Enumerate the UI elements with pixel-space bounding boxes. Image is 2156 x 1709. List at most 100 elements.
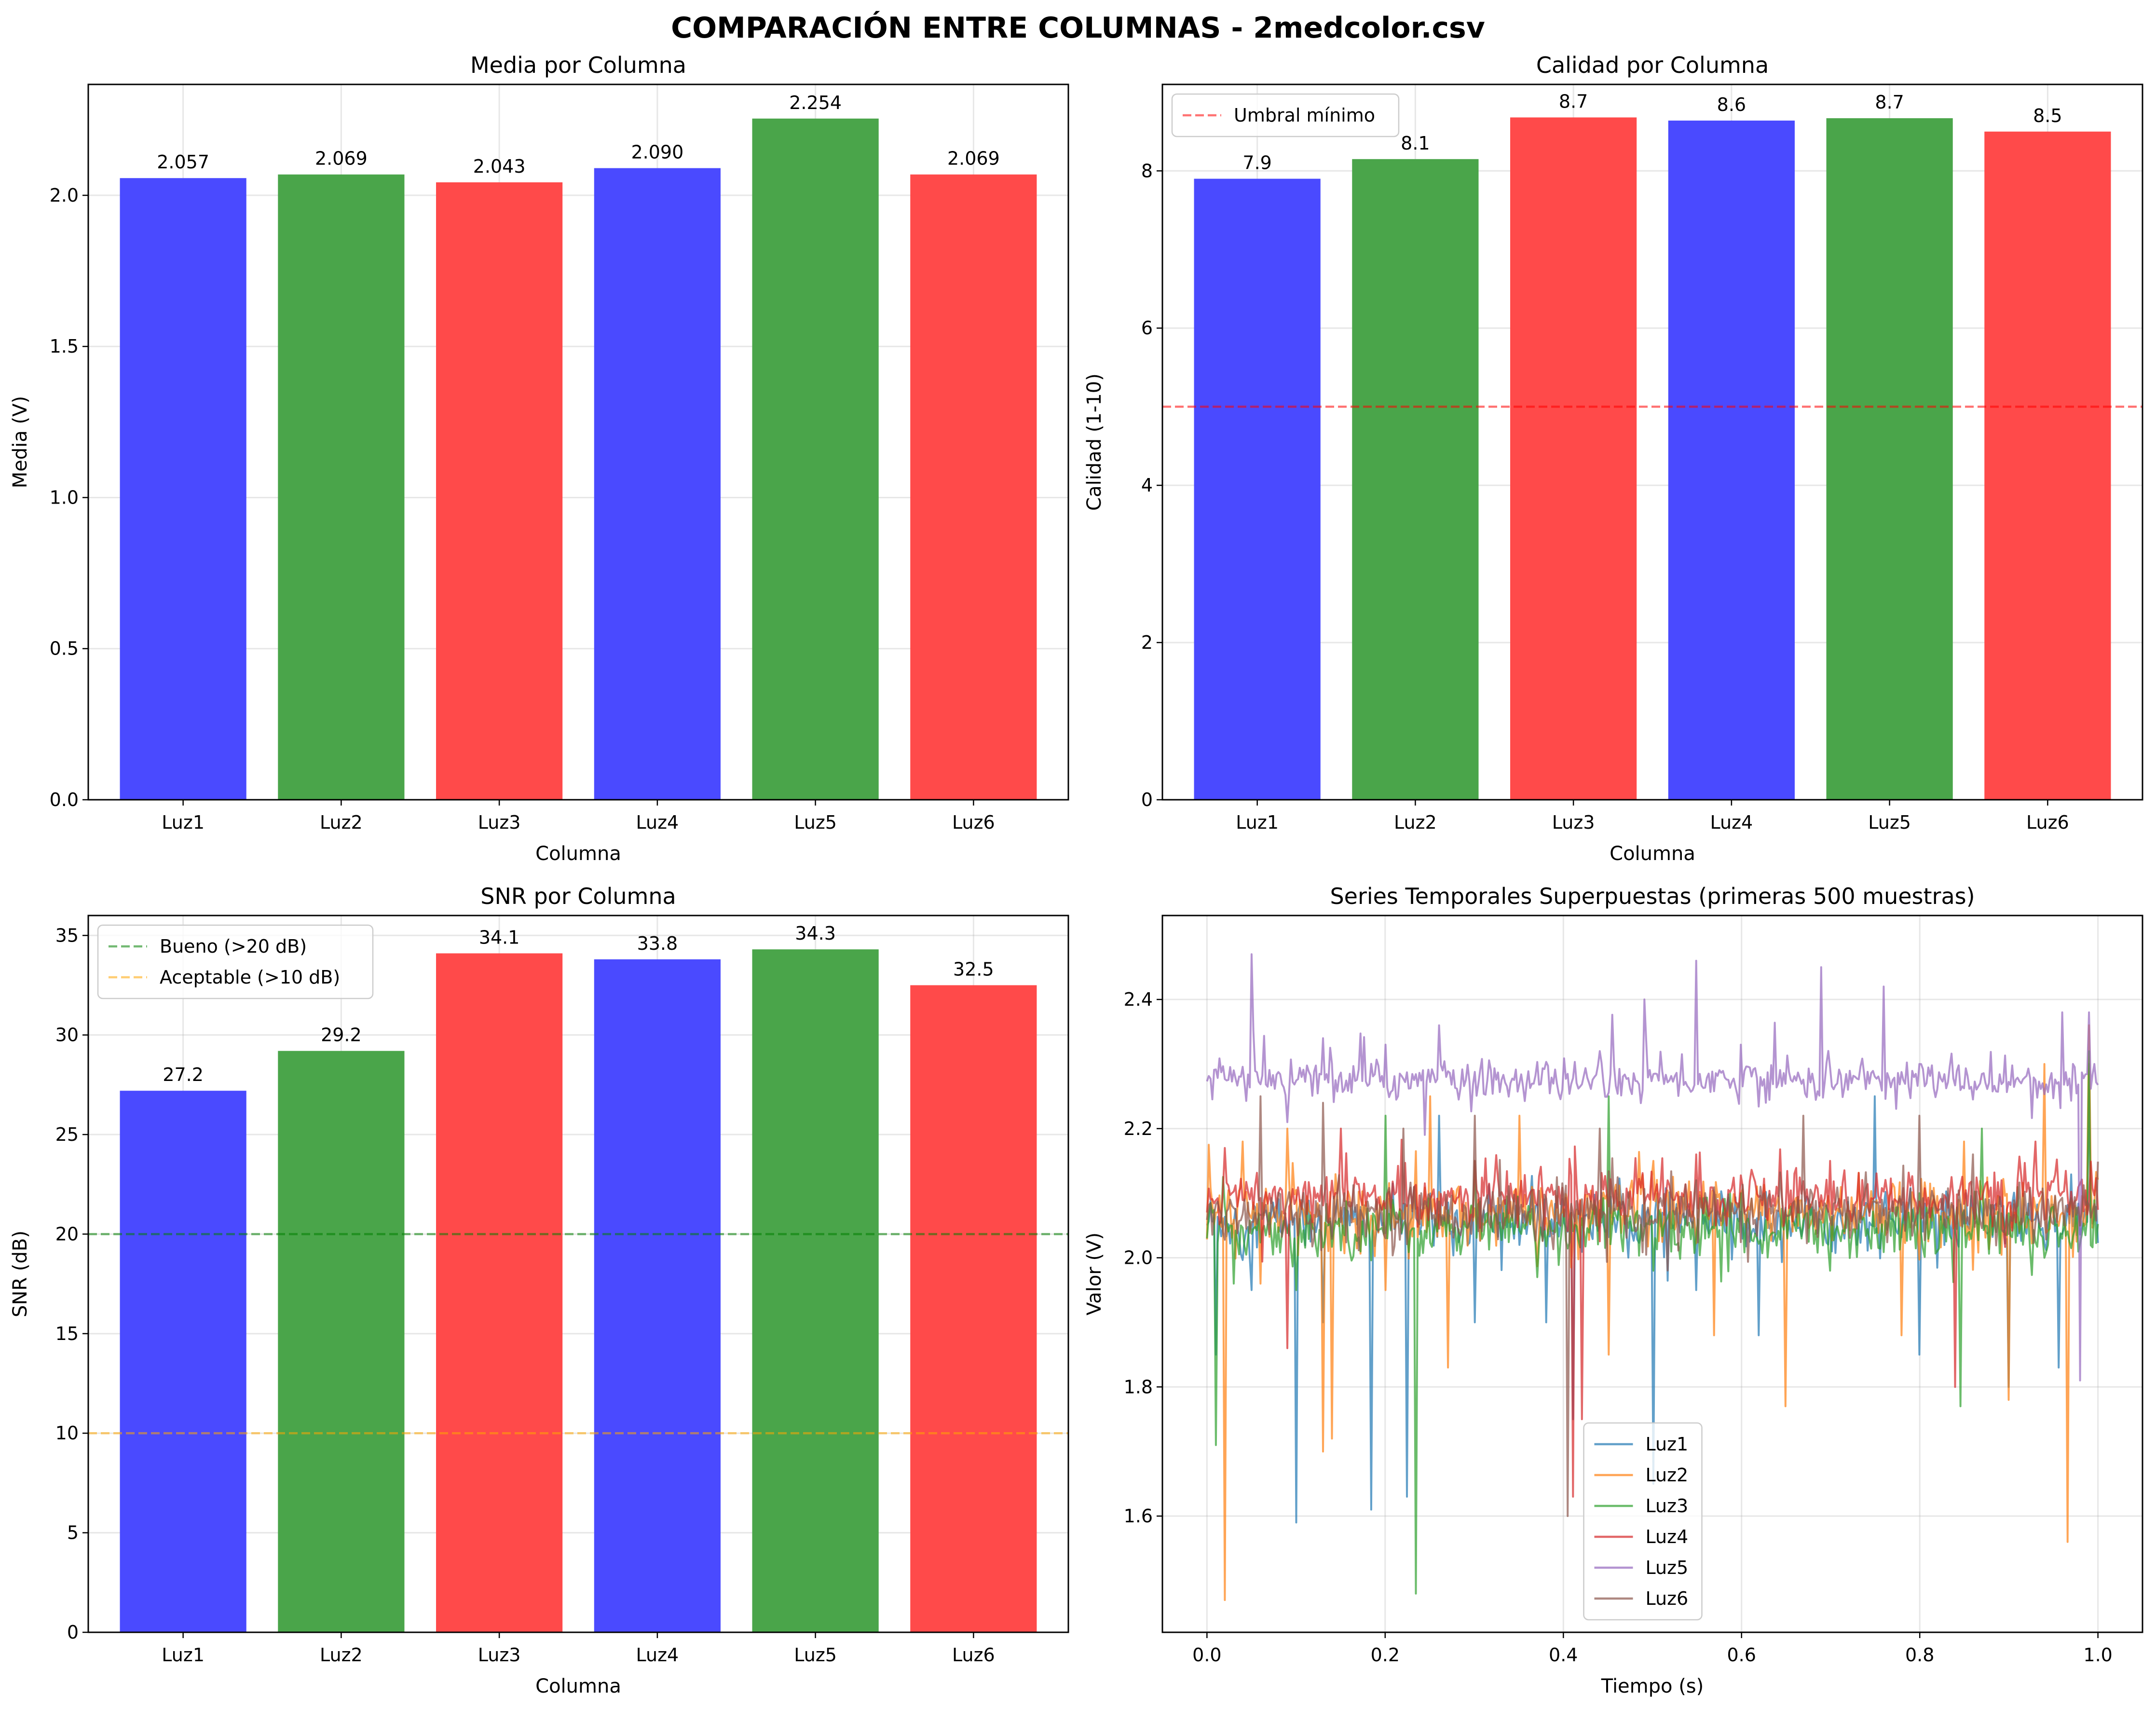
x-tick-label: Luz3 <box>478 1644 521 1666</box>
y-tick-label: 2.4 <box>1124 989 1153 1010</box>
x-tick-label: Luz1 <box>1236 812 1279 833</box>
figure-title: COMPARACIÓN ENTRE COLUMNAS - 2medcolor.c… <box>671 11 1485 45</box>
y-axis-label: Calidad (1-10) <box>1083 373 1105 511</box>
y-tick-label: 0 <box>67 1622 79 1643</box>
x-tick-label: Luz6 <box>952 812 995 833</box>
bar-luz3 <box>436 182 563 800</box>
x-axis-label: Columna <box>535 843 621 865</box>
series-line-luz5 <box>1206 953 2099 1381</box>
legend-box <box>1171 93 1400 137</box>
bar-luz5 <box>752 118 879 800</box>
y-tick-label: 30 <box>55 1025 79 1046</box>
x-tick-label: Luz2 <box>320 812 363 833</box>
x-tick-label: 0.8 <box>1905 1644 1934 1666</box>
y-tick-label: 0.0 <box>50 789 79 810</box>
legend-box <box>1583 1422 1703 1621</box>
y-axis-label: Valor (V) <box>1083 1232 1105 1315</box>
bar-luz2 <box>278 1051 405 1632</box>
x-tick-label: 0.4 <box>1549 1644 1578 1666</box>
x-tick-label: 0.0 <box>1192 1644 1221 1666</box>
x-axis-label: Tiempo (s) <box>1601 1675 1704 1697</box>
legend-label: Luz1 <box>1646 1434 1689 1455</box>
bar-value-label: 32.5 <box>953 958 994 980</box>
legend-label: Luz3 <box>1646 1495 1689 1517</box>
x-tick-label: Luz5 <box>794 812 837 833</box>
bar-luz6 <box>910 174 1037 800</box>
x-tick-label: Luz2 <box>1394 812 1437 833</box>
chart-title: Series Temporales Superpuestas (primeras… <box>1330 883 1975 909</box>
axes-frame <box>87 915 1069 1633</box>
y-tick-label: 10 <box>55 1422 79 1444</box>
y-tick-label: 1.8 <box>1124 1376 1153 1397</box>
y-tick-label: 8 <box>1141 160 1153 181</box>
bar-value-label: 2.057 <box>157 151 209 173</box>
bar-value-label: 8.6 <box>1717 94 1746 115</box>
y-tick-label: 0 <box>1141 789 1153 810</box>
calidad-bar-chart: Calidad por Columna Columna Calidad (1-10)… <box>1083 52 2143 865</box>
x-tick-label: Luz3 <box>478 812 521 833</box>
y-tick-label: 25 <box>55 1124 79 1145</box>
bar-luz5 <box>1826 118 1953 800</box>
axes-frame <box>1161 83 2143 801</box>
bar-value-label: 8.5 <box>2033 105 2062 126</box>
y-tick-label: 2.0 <box>1124 1247 1153 1269</box>
x-tick-label: Luz5 <box>1868 812 1911 833</box>
bar-value-label: 8.7 <box>1559 91 1588 112</box>
chart-title: Media por Columna <box>470 52 686 78</box>
bar-luz1 <box>120 178 246 800</box>
bar-luz4 <box>594 168 721 800</box>
x-tick-label: Luz1 <box>162 1644 205 1666</box>
bar-value-label: 8.1 <box>1401 133 1430 154</box>
bar-value-label: 2.254 <box>789 92 842 113</box>
y-tick-label: 6 <box>1141 317 1153 339</box>
x-tick-label: Luz1 <box>162 812 205 833</box>
x-tick-label: Luz3 <box>1552 812 1595 833</box>
series-line-luz6 <box>1206 1095 2099 1517</box>
x-axis-label: Columna <box>535 1675 621 1697</box>
y-tick-label: 1.0 <box>50 487 79 508</box>
bar-luz3 <box>1510 117 1637 800</box>
axes-frame <box>1161 915 2143 1633</box>
x-tick-label: Luz4 <box>636 812 679 833</box>
bar-value-label: 2.069 <box>947 148 1000 169</box>
y-tick-label: 0.5 <box>50 638 79 659</box>
chart-title: SNR por Columna <box>480 883 676 909</box>
bar-luz4 <box>1668 120 1795 800</box>
y-axis-label: SNR (dB) <box>9 1230 31 1317</box>
bar-value-label: 29.2 <box>321 1025 362 1046</box>
bar-luz4 <box>594 959 721 1632</box>
y-tick-label: 20 <box>55 1223 79 1244</box>
legend-label: Luz6 <box>1646 1588 1689 1609</box>
bar-value-label: 2.090 <box>631 142 683 163</box>
y-tick-label: 15 <box>55 1323 79 1344</box>
x-tick-label: Luz5 <box>794 1644 837 1666</box>
x-tick-label: 0.2 <box>1371 1644 1400 1666</box>
legend-box <box>97 924 374 999</box>
legend-label: Luz4 <box>1646 1526 1689 1547</box>
legend-label: Luz2 <box>1646 1464 1689 1486</box>
legend-label: Aceptable (>10 dB) <box>160 967 340 988</box>
y-tick-label: 2.2 <box>1124 1118 1153 1139</box>
bar-luz6 <box>1984 131 2111 800</box>
x-tick-label: Luz6 <box>952 1644 995 1666</box>
legend-label: Bueno (>20 dB) <box>160 936 307 957</box>
x-tick-label: Luz6 <box>2026 812 2069 833</box>
bar-value-label: 8.7 <box>1875 92 1904 113</box>
chart-title: Calidad por Columna <box>1536 52 1769 78</box>
bar-value-label: 34.1 <box>479 927 520 948</box>
x-tick-label: 0.6 <box>1727 1644 1756 1666</box>
series-line-luz3 <box>1206 1050 2099 1595</box>
bar-luz2 <box>278 174 405 800</box>
time-series-chart: Series Temporales Superpuestas (primeras… <box>1083 883 2143 1697</box>
x-tick-label: Luz2 <box>320 1644 363 1666</box>
y-axis-label: Media (V) <box>9 396 31 488</box>
x-axis-label: Columna <box>1610 843 1695 865</box>
bar-luz2 <box>1352 159 1479 800</box>
bar-luz5 <box>752 949 879 1632</box>
y-tick-label: 5 <box>67 1522 79 1544</box>
bar-value-label: 7.9 <box>1242 152 1271 174</box>
y-tick-label: 1.6 <box>1124 1505 1153 1527</box>
bar-value-label: 34.3 <box>795 923 836 944</box>
bar-luz6 <box>910 985 1037 1632</box>
